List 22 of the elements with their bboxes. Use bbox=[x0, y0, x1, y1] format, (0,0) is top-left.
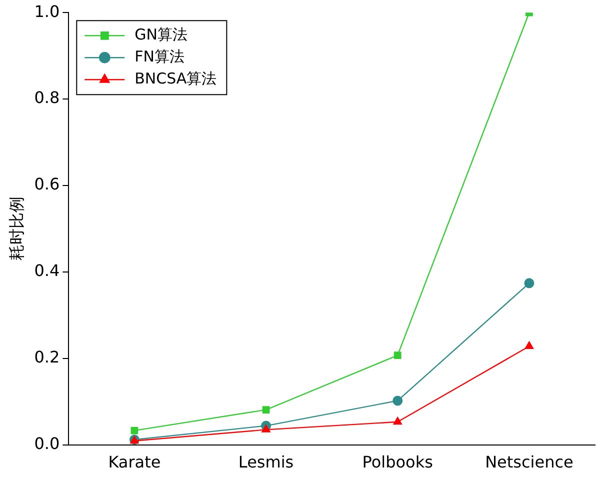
point bbox=[262, 406, 270, 414]
legend-label: GN算法 bbox=[134, 25, 188, 44]
x-tick-label: Netscience bbox=[485, 452, 574, 472]
point bbox=[524, 341, 534, 350]
y-tick-label: 0.8 bbox=[34, 88, 60, 108]
legend-label: BNCSA算法 bbox=[134, 69, 217, 88]
y-tick-label: 0.0 bbox=[34, 434, 60, 453]
y-tick-label: 0.2 bbox=[34, 348, 60, 367]
point bbox=[524, 278, 534, 288]
x-tick-label: Polbooks bbox=[362, 452, 433, 472]
point bbox=[393, 416, 402, 425]
y-tick-label: 0.4 bbox=[34, 261, 60, 280]
legend-label: FN算法 bbox=[134, 47, 185, 66]
point bbox=[262, 424, 270, 432]
y-tick-label: 1.0 bbox=[34, 2, 60, 21]
point bbox=[392, 396, 403, 406]
x-tick-label: Karate bbox=[108, 452, 161, 472]
y-axis-title: 耗时比例 bbox=[6, 196, 26, 261]
point bbox=[130, 426, 138, 434]
point bbox=[394, 352, 402, 360]
x-tick-label: Lesmis bbox=[238, 452, 294, 472]
y-tick-label: 0.6 bbox=[34, 174, 60, 194]
